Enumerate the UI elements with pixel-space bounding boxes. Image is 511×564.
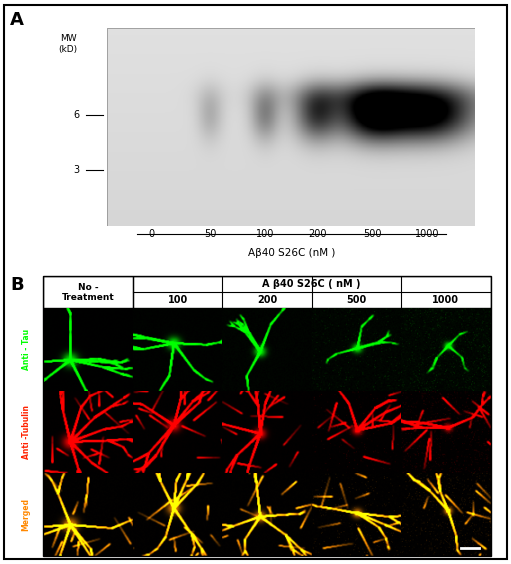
Text: Anti - Tau: Anti - Tau	[21, 329, 31, 370]
Text: 200: 200	[308, 229, 327, 239]
Text: MW
(kD): MW (kD)	[59, 34, 78, 54]
Text: 200: 200	[257, 296, 277, 306]
Text: 500: 500	[363, 229, 382, 239]
Text: Aβ40 S26C (nM ): Aβ40 S26C (nM )	[248, 248, 335, 258]
Text: Anti -Tubulin: Anti -Tubulin	[21, 405, 31, 459]
Text: 0: 0	[148, 229, 154, 239]
Text: B: B	[10, 276, 24, 294]
Text: 500: 500	[346, 296, 366, 306]
Text: Merged: Merged	[21, 498, 31, 531]
Text: A β40 S26C ( nM ): A β40 S26C ( nM )	[263, 279, 361, 289]
Text: 100: 100	[168, 296, 188, 306]
Text: 1000: 1000	[415, 229, 439, 239]
Text: 6: 6	[74, 110, 80, 120]
Text: 50: 50	[204, 229, 217, 239]
Text: 1000: 1000	[432, 296, 459, 306]
Text: 100: 100	[257, 229, 275, 239]
Text: No -
Treatment: No - Treatment	[62, 283, 114, 302]
Text: A: A	[10, 11, 24, 29]
Text: 3: 3	[74, 165, 80, 175]
